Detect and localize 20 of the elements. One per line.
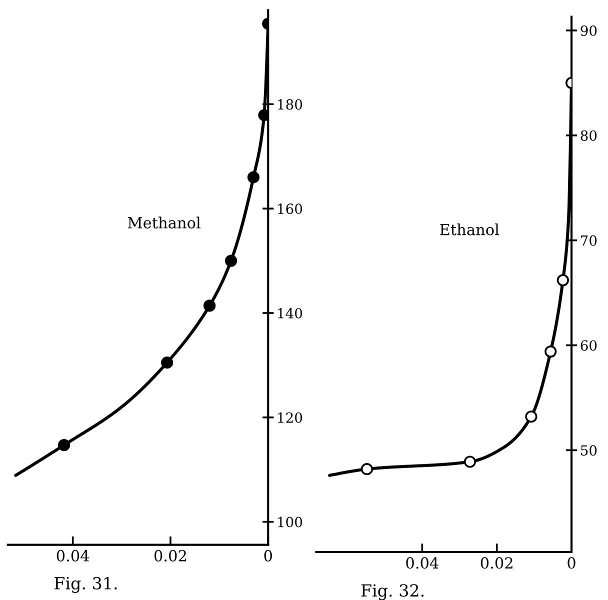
x-tick-label: 0 [568,557,576,569]
y-tick-label: 50 [581,445,597,456]
x-tick-label: 0.02 [480,557,512,569]
x-tick-label: 0.04 [56,550,90,562]
y-tick-label: 100 [278,516,302,528]
y-tick-label: 80 [580,130,597,141]
x-tick-label: 0.04 [406,557,438,569]
x-tick-label: 0.02 [154,550,186,562]
y-tick-label: 140 [278,308,302,318]
y-tick-label: 160 [278,204,302,214]
y-tick-label: 70 [581,235,597,246]
caption: Fig. 32. [361,584,424,600]
y-tick-label: 180 [278,99,302,110]
x-tick-label: 0 [264,550,272,562]
annotation: Methanol [128,216,200,228]
caption: Fig. 31. [54,576,117,593]
y-tick-label: 120 [278,412,302,423]
y-tick-label: 90 [580,25,597,36]
annotation: Ethanol [440,223,499,236]
y-tick-label: 60 [580,340,597,351]
